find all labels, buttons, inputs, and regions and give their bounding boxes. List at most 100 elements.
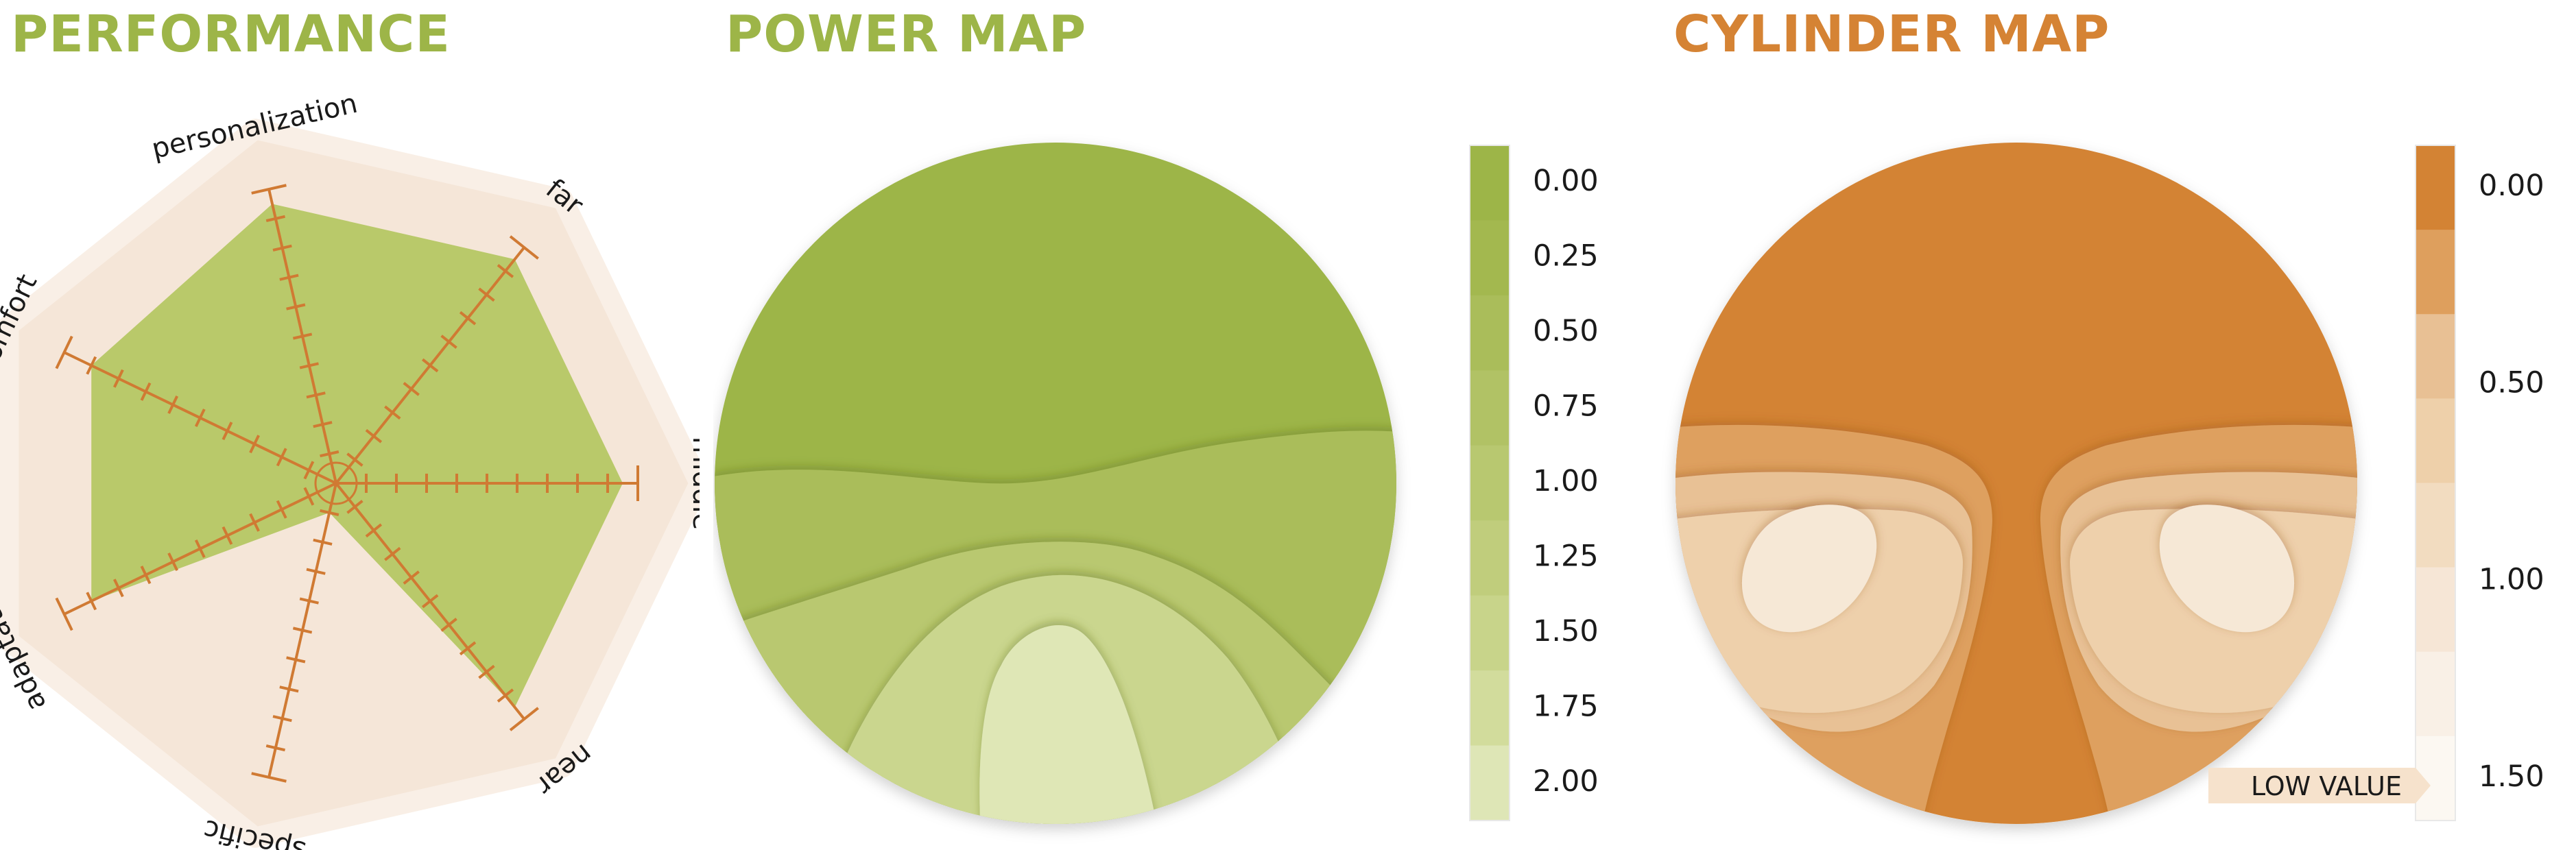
radar-tick [440,335,457,349]
radar-tick [286,656,306,664]
radar-tick [509,235,539,260]
cylinder-colorbar-segment [2416,567,2455,653]
radar-tick [346,500,363,514]
power-colorbar-segment [1470,220,1510,296]
radar-tick [86,592,97,611]
power-colorbar-tick: 2.00 [1533,764,1599,799]
radar-tick [265,744,285,752]
performance-radar-chart: middlenearspecificadaptationcomfortperso… [0,88,700,850]
radar-tick [55,335,73,369]
power-colorbar-segment [1470,370,1510,446]
radar-tick [459,641,477,656]
radar-tick [249,435,260,454]
radar-tick [497,688,514,703]
radar-tick [194,409,206,428]
cylinder-left-island [1741,505,1877,633]
radar-tick [306,391,326,399]
radar-tick [303,461,315,480]
power-colorbar-frame [1469,145,1510,821]
cylinder-colorbar-segment [2416,398,2455,484]
cylinder-map-chart: 0.00 0.50 1.00 1.50 LOW VALUE [1675,143,2544,824]
radar-tick [478,664,495,679]
radar-tick [440,618,457,632]
cylinder-colorbar [2415,145,2456,821]
cylinder-colorbar-frame [2415,145,2456,821]
power-colorbar-tick: 1.00 [1533,464,1599,498]
radar-tick [222,526,233,545]
radar-tick [222,422,233,441]
power-map-title: POWER MAP [726,5,1087,64]
radar-tick [346,452,363,467]
radar-tick [365,523,383,538]
radar-tick [497,264,514,278]
radar-tick [276,500,287,519]
radar-tick [251,772,287,783]
radar-tick [286,303,306,311]
power-colorbar-tick: 0.00 [1533,164,1599,198]
radar-tick [112,579,124,598]
radar-tick [320,450,339,458]
radar-tick [365,428,383,444]
cylinder-colorbar-segment [2416,230,2455,315]
radar-tick [140,382,152,401]
power-colorbar-segment [1470,145,1510,221]
power-colorbar-segment [1470,670,1510,746]
radar-center-ring [314,461,358,505]
power-colorbar [1469,145,1510,821]
radar-tick [459,311,477,326]
radar-tick [55,597,73,631]
radar-tick [421,594,439,609]
radar-tick [265,215,285,222]
radar-tick [421,358,439,373]
radar-tick [279,274,299,281]
cylinder-colorbar-tick: 0.00 [2479,169,2544,203]
radar-tick [306,568,326,575]
cylinder-colorbar-tick: 1.50 [2479,760,2544,794]
radar-tick [320,509,339,516]
radar-tick [313,421,333,428]
radar-tick [167,552,179,572]
cylinder-colorbar-segment [2416,651,2455,737]
radar-tick [292,627,313,634]
radar-tick [303,487,315,506]
radar-tick [299,362,319,369]
radar-tick [272,244,292,252]
radar-tick [509,707,539,731]
radar-tick [167,395,179,414]
radar-tick [249,513,260,532]
radar-tick [313,538,333,546]
radar-tick [384,405,401,420]
power-colorbar-segment [1470,595,1510,672]
cylinder-colorbar-segment [2416,314,2455,400]
performance-title: PERFORMANCE [11,5,451,64]
radar-tick [279,685,299,693]
radar-tick [299,597,319,605]
power-colorbar-segment [1470,745,1510,821]
power-colorbar-tick: 1.50 [1533,614,1599,648]
power-colorbar-segment [1470,295,1510,372]
cylinder-colorbar-tick: 1.00 [2479,563,2544,597]
radar-tick [194,539,206,558]
radar-tick [478,287,495,302]
cylinder-colorbar-segment [2416,483,2455,568]
power-band-4 [979,625,1159,824]
cylinder-right-island [2159,505,2295,633]
power-colorbar-tick: 1.25 [1533,539,1599,573]
radar-tick [86,356,97,375]
cylinder-colorbar-tick: 0.50 [2479,365,2544,400]
radar-tick [251,184,287,195]
radar-label-middle: middle [687,437,700,531]
power-colorbar-tick: 0.50 [1533,314,1599,348]
low-value-marker: LOW VALUE [2208,768,2431,803]
radar-tick [272,715,292,722]
radar-tick [276,448,287,467]
power-colorbar-tick: 0.75 [1533,389,1599,424]
radar-tick [403,570,420,585]
radar-tick [384,546,401,561]
power-map-chart: 0.00 0.25 0.50 0.75 1.00 1.25 1.50 1.75 2.00 [715,143,1599,824]
radar-tick [112,369,124,388]
power-colorbar-segment [1470,520,1510,596]
cylinder-map-title: CYLINDER MAP [1673,5,2110,64]
low-value-arrow [2208,768,2431,803]
power-colorbar-segment [1470,445,1510,522]
